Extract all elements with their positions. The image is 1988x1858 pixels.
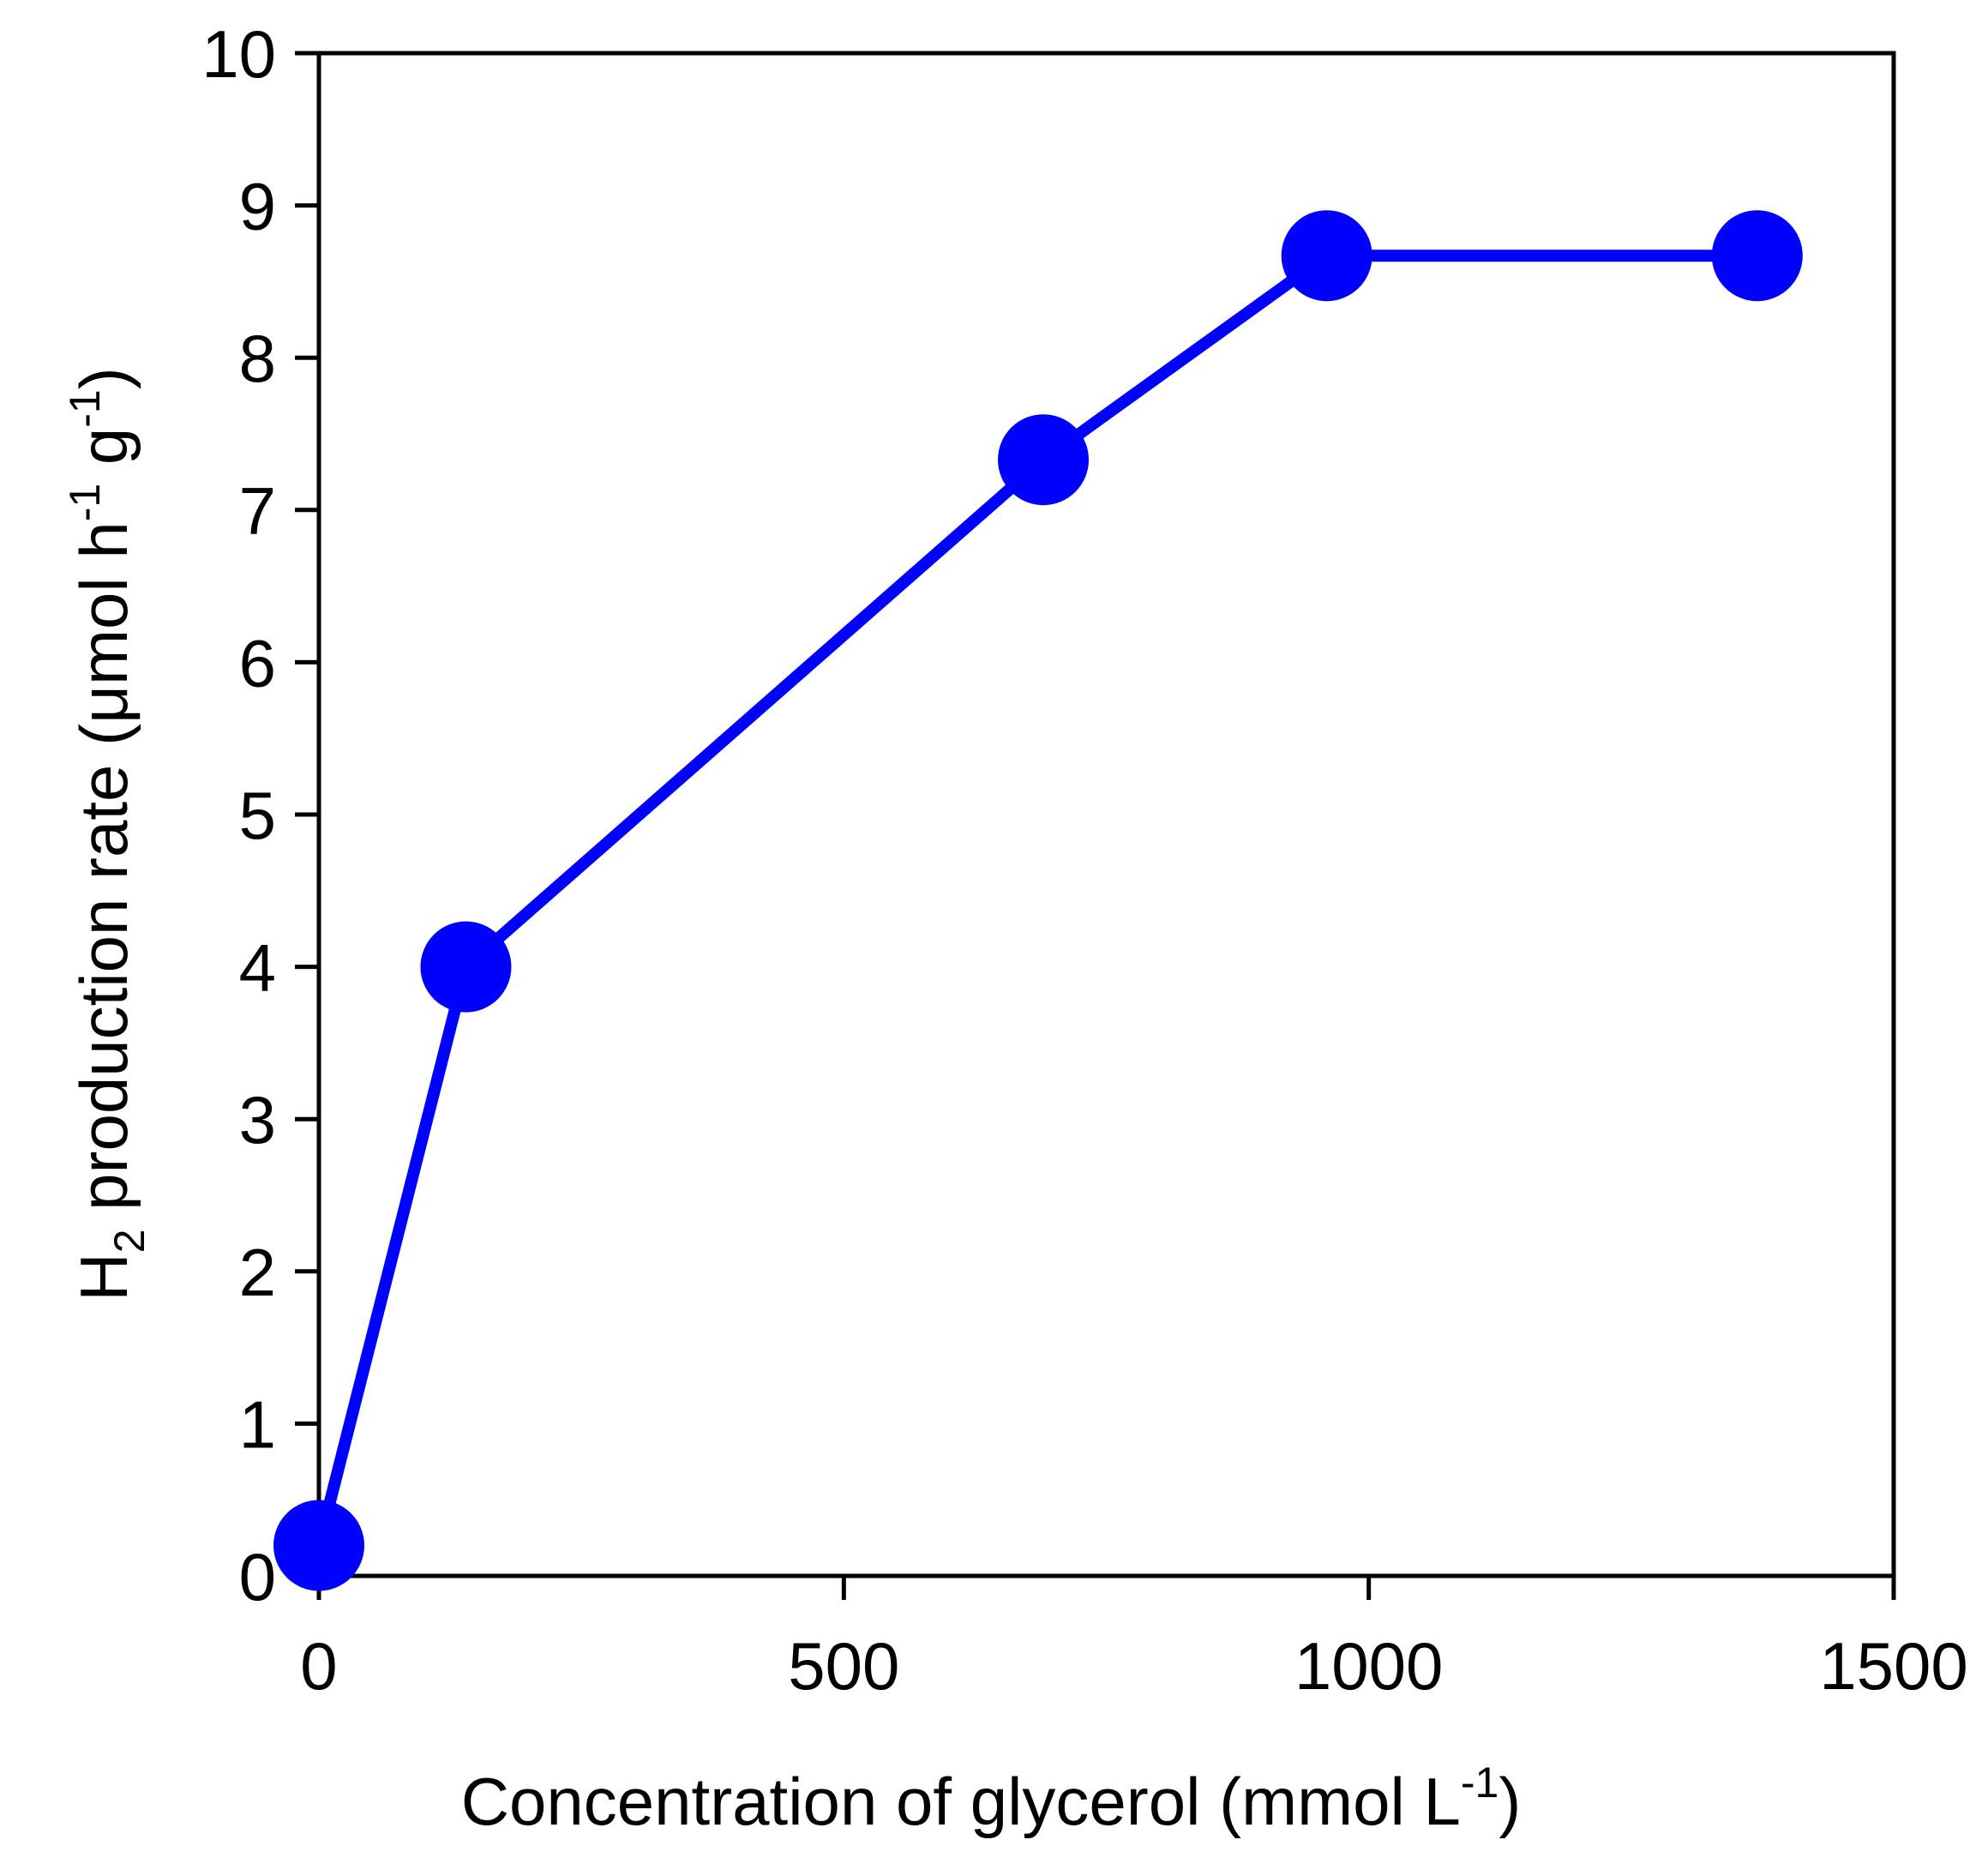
data-point xyxy=(1281,210,1372,302)
data-point xyxy=(420,921,512,1013)
x-tick-label: 500 xyxy=(788,1628,899,1704)
series-layer xyxy=(273,210,1803,1591)
data-point xyxy=(1711,210,1803,302)
y-tick-label: 9 xyxy=(239,169,276,244)
x-axis-title: Concentration of glycerol (mmol L-1) xyxy=(461,1759,1522,1839)
y-tick-label: 0 xyxy=(239,1539,276,1614)
plot-frame xyxy=(316,51,1896,1578)
data-point xyxy=(998,414,1090,506)
x-axis-ticks: 0 500 1000 1500 xyxy=(300,1576,1968,1704)
x-tick-label: 1000 xyxy=(1294,1628,1444,1704)
y-tick-label: 5 xyxy=(239,778,276,853)
x-tick-label: 1500 xyxy=(1819,1628,1968,1704)
data-point xyxy=(273,1500,364,1591)
y-tick-label: 7 xyxy=(239,473,276,549)
y-tick-label: 10 xyxy=(201,16,276,92)
y-tick-label: 2 xyxy=(239,1235,276,1310)
y-axis-title: H2 production rate (μmol h-1 g-1) xyxy=(61,367,153,1301)
y-tick-label: 3 xyxy=(239,1082,276,1157)
y-tick-label: 4 xyxy=(239,930,276,1006)
y-axis-ticks: 0 1 2 3 4 5 6 7 8 9 10 xyxy=(201,16,319,1614)
y-tick-label: 8 xyxy=(239,321,276,396)
x-tick-label: 0 xyxy=(300,1628,337,1704)
y-tick-label: 6 xyxy=(239,625,276,701)
plot-area-border xyxy=(316,51,1896,1578)
y-tick-label: 1 xyxy=(239,1386,276,1462)
